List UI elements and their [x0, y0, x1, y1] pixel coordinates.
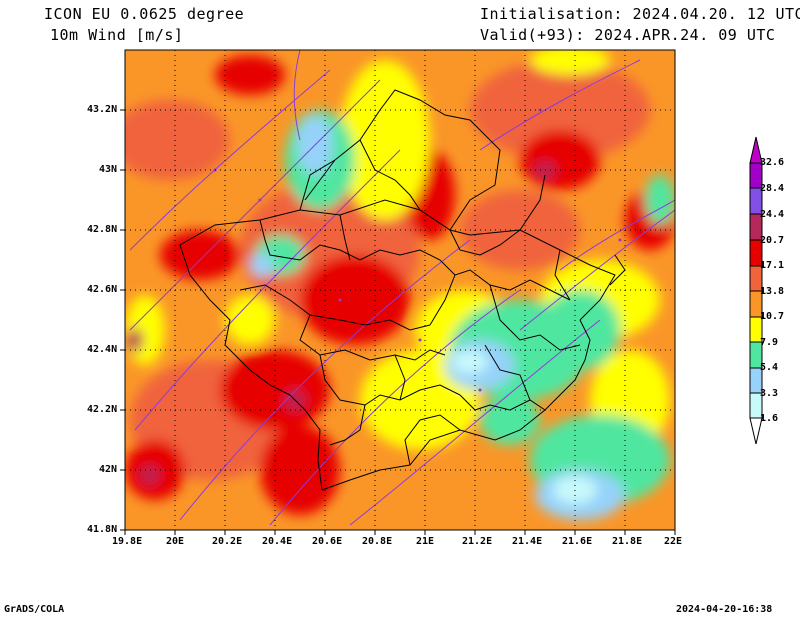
lon-tick-label: 19.8E [112, 536, 143, 547]
colorbar-label: 32.6 [760, 157, 785, 168]
variable-title: 10m Wind [m/s] [50, 26, 184, 44]
lat-tick-label: 43N [99, 164, 118, 175]
footer-credit: GrADS/COLA [4, 604, 65, 615]
colorbar-label: 13.8 [760, 286, 785, 297]
colorbar-label: 5.4 [760, 362, 779, 373]
wind-speed-field [125, 50, 675, 530]
lon-tick-label: 22E [664, 536, 683, 547]
lon-tick-label: 21.2E [462, 536, 493, 547]
admin-borders [179, 89, 626, 491]
init-time: Initialisation: 2024.04.20. 12 UTC [480, 5, 800, 23]
colorbar-label: 7.9 [760, 337, 779, 348]
colorbar-label: 28.4 [760, 183, 785, 194]
colorbar-label: 3.3 [760, 388, 779, 399]
lat-tick-label: 41.8N [87, 524, 118, 535]
lon-tick-label: 21E [416, 536, 435, 547]
valid-time: Valid(+93): 2024.APR.24. 09 UTC [480, 26, 776, 44]
lat-tick-label: 42.4N [87, 344, 118, 355]
lon-tick-label: 21.6E [562, 536, 593, 547]
lat-tick-label: 43.2N [87, 104, 118, 115]
colorbar-label: 24.4 [760, 209, 785, 220]
lat-tick-label: 42.2N [87, 404, 118, 415]
colorbar-label: 1.6 [760, 413, 779, 424]
lon-tick-label: 20.4E [262, 536, 293, 547]
lon-tick-label: 21.4E [512, 536, 543, 547]
colorbar-label: 20.7 [760, 235, 785, 246]
colorbar [749, 136, 763, 445]
lat-tick-label: 42.8N [87, 224, 118, 235]
lat-tick-label: 42.6N [87, 284, 118, 295]
colorbar-label: 17.1 [760, 260, 785, 271]
footer-timestamp: 2024-04-20-16:38 [676, 604, 773, 615]
colorbar-bottom-cap [749, 417, 763, 445]
colorbar-label: 10.7 [760, 311, 785, 322]
lat-tick-label: 42N [99, 464, 118, 475]
lon-tick-label: 21.8E [612, 536, 643, 547]
graticule [125, 50, 675, 530]
lon-tick-label: 20.6E [312, 536, 343, 547]
lon-tick-label: 20E [166, 536, 185, 547]
wind-streamlines [129, 50, 675, 526]
lon-tick-label: 20.8E [362, 536, 393, 547]
model-title: ICON EU 0.0625 degree [44, 5, 245, 23]
lon-tick-label: 20.2E [212, 536, 243, 547]
